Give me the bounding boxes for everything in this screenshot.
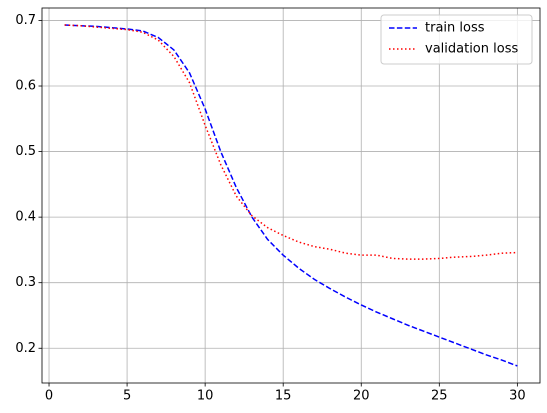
- y-tick-label: 0.2: [15, 341, 36, 356]
- legend-box: [380, 14, 533, 65]
- y-tick-label: 0.5: [15, 144, 36, 159]
- y-tick-label: 0.6: [15, 79, 36, 94]
- y-tick-label: 0.7: [15, 13, 36, 28]
- x-tick-label: 10: [197, 389, 214, 404]
- y-tick-label: 0.4: [15, 210, 36, 225]
- x-tick-label: 25: [431, 389, 448, 404]
- line-series: [64, 24, 518, 367]
- x-tick-label: 30: [509, 389, 526, 404]
- x-tick-label: 5: [123, 389, 131, 404]
- y-tick-label: 0.3: [15, 275, 36, 290]
- x-tick-label: 20: [353, 389, 370, 404]
- legend-label: validation loss: [425, 42, 518, 57]
- x-tick-label: 15: [275, 389, 292, 404]
- x-tick-label: 0: [45, 389, 53, 404]
- legend-label: train loss: [425, 21, 485, 36]
- axes-frame: [41, 7, 541, 384]
